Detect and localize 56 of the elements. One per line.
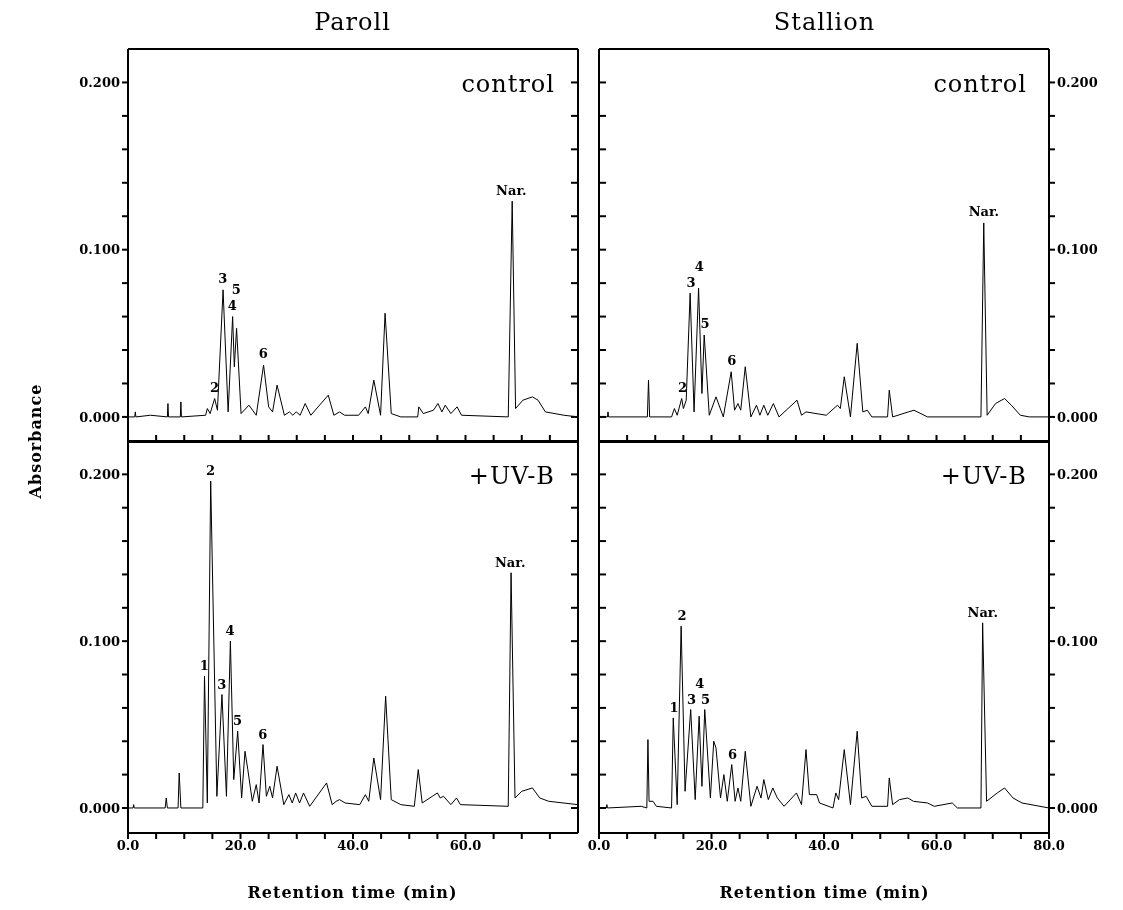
annotation: 3 [685,691,697,708]
annotation: Nar. [493,554,527,571]
x-tick-label: 80.0 [1033,838,1065,854]
y-tick-label: 0.000 [79,800,120,816]
annotation: 5 [700,691,711,708]
x-tick-label: 40.0 [337,838,369,854]
x-tick-label: 60.0 [920,838,953,854]
annotation: 2 [208,379,220,396]
y-tick-label: 0.100 [1057,633,1098,649]
annotation: 4 [226,297,238,314]
annotation: 5 [230,281,242,298]
annotation: Nar. [495,182,528,199]
annotation: 1 [668,699,680,716]
annotation: 4 [694,675,706,692]
annotation: 3 [216,676,228,693]
y-tick-label: 0.100 [79,633,120,649]
annotation: +UV-B [468,462,555,490]
y-tick-label: 0.000 [79,409,120,425]
x-axis-title: Retention time (min) [718,883,931,902]
annotation: control [461,70,555,98]
y-tick-label: 0.200 [79,466,120,482]
y-tick-label: 0.100 [79,242,120,258]
annotation: 5 [231,713,243,730]
annotation: +UV-B [940,462,1027,490]
annotation: 4 [693,258,705,275]
annotation: 3 [217,271,229,288]
annotation: 4 [224,623,236,640]
x-tick-label: 0.0 [587,838,611,854]
chart-title: Paroll [313,8,392,36]
annotation: 2 [205,463,216,480]
x-tick-label: 60.0 [449,838,482,854]
y-tick-label: 0.000 [1057,800,1098,816]
annotation: 3 [685,274,697,291]
chart-title: Stallion [772,8,877,36]
annotation: Nar. [966,604,999,621]
annotation: 2 [677,379,688,396]
annotation: 6 [726,352,738,369]
x-tick-label: 40.0 [808,838,840,854]
y-tick-label: 0.000 [1057,409,1098,425]
annotation: 6 [257,346,269,363]
y-tick-label: 0.200 [1057,75,1098,91]
y-tick-label: 0.200 [1057,466,1098,482]
y-tick-label: 0.200 [79,75,120,91]
y-axis-title: Absorbance [26,382,46,501]
x-tick-label: 0.0 [116,838,140,854]
annotation: 6 [257,726,269,743]
annotation: 1 [198,658,210,675]
annotation: control [933,70,1027,98]
y-tick-label: 0.100 [1057,242,1098,258]
annotation: 5 [699,316,711,333]
annotation: Nar. [967,204,1001,221]
annotation: 6 [726,746,738,763]
x-tick-label: 20.0 [695,838,728,854]
x-tick-label: 20.0 [224,838,257,854]
annotation: 2 [676,608,688,625]
x-axis-title: Retention time (min) [246,883,459,902]
